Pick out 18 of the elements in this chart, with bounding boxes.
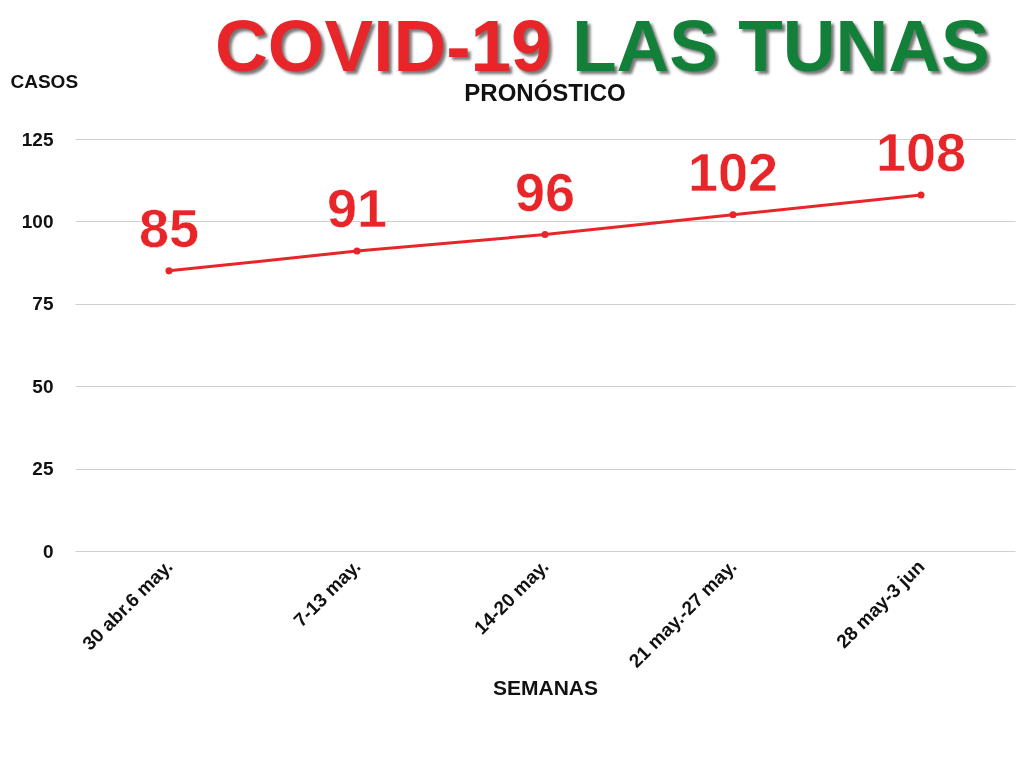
point <box>917 191 925 199</box>
y-tick-label: 100 <box>21 210 54 232</box>
point <box>541 231 549 239</box>
y-tick-label: 25 <box>32 458 54 480</box>
y-tick-label: 0 <box>42 540 54 562</box>
point <box>165 267 173 275</box>
point <box>353 247 361 255</box>
data-label: 91 <box>326 178 388 239</box>
y-tick-label: 75 <box>32 293 54 315</box>
data-label: 96 <box>514 161 576 222</box>
y-tick-label: 125 <box>21 128 54 150</box>
data-label: 108 <box>875 122 967 183</box>
data-label: 85 <box>138 197 200 258</box>
y-tick-label: 50 <box>32 375 54 397</box>
point <box>729 211 737 219</box>
x-axis-title: SEMANAS <box>492 675 599 699</box>
y-axis-title: CASOS <box>10 70 79 92</box>
data-label: 102 <box>687 141 779 202</box>
